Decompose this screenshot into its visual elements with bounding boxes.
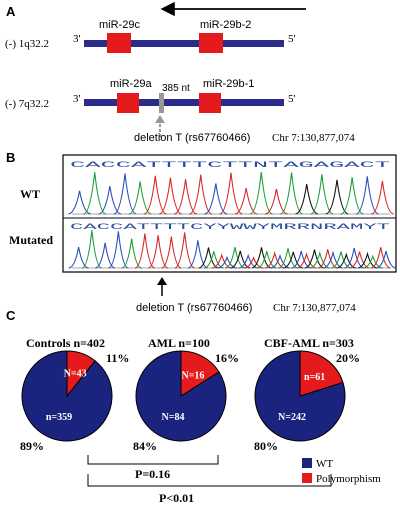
bracket-p016 <box>87 455 219 465</box>
gene-box-mir29b2 <box>199 33 223 53</box>
panel-b-label: B <box>6 150 15 165</box>
mutated-trace-peak <box>187 240 208 269</box>
mutated-trace-peak <box>68 246 89 269</box>
wt-trace-peak <box>83 172 107 215</box>
panel-a-label: A <box>6 4 16 19</box>
mutated-label: Mutated <box>9 233 53 247</box>
gene-label-mir29b2: miR-29b-2 <box>200 19 251 31</box>
gene-box-mir29c <box>107 33 131 53</box>
pie-count-wt-controls: n=359 <box>46 412 72 423</box>
pie-slice-poly-controls <box>66 350 96 398</box>
pie-title-aml: AML n=100 <box>148 336 210 350</box>
gene-label-mir29b1: miR-29b-1 <box>203 78 254 90</box>
pie-title-controls: Controls n=402 <box>26 336 105 350</box>
pie-slice-poly-cbf <box>299 350 344 397</box>
pie-count-poly-aml: N=16 <box>181 370 204 381</box>
wt-label: WT <box>20 187 40 201</box>
pie-count-poly-controls: N=43 <box>64 369 87 380</box>
wt-trace-peak <box>68 190 92 215</box>
mutated-trace-peak <box>375 250 397 269</box>
gene-label-mir29a: miR-29a <box>110 78 152 90</box>
gene-label-mir29c: miR-29c <box>99 19 140 31</box>
mutated-trace-group <box>68 230 397 269</box>
mutated-trace-peak <box>224 246 246 269</box>
wt-trace-peak <box>234 187 258 215</box>
legend-label-wt: WT <box>316 458 333 470</box>
wt-trace-peak <box>219 172 243 215</box>
distance-label: 385 nt <box>162 83 190 94</box>
legend-swatch-wt <box>302 458 312 468</box>
pie-count-wt-cbf: N=242 <box>278 412 306 423</box>
gene-box-mir29b1 <box>199 93 221 113</box>
deletion-arrowhead-b <box>157 277 167 285</box>
bracket-p001 <box>87 474 332 487</box>
wt-trace-peak <box>280 172 304 215</box>
legend-swatch-poly <box>302 473 312 483</box>
pie-count-wt-aml: N=84 <box>162 412 185 423</box>
chr-label-b: Chr 7:130,877,074 <box>273 302 356 314</box>
wt-trace-peak <box>370 180 394 215</box>
deletion-marker-bar <box>159 93 164 113</box>
gene-box-mir29a <box>117 93 139 113</box>
locus-label-1: (-) 1q32.2 <box>5 38 49 50</box>
panel-c-label: C <box>6 308 16 323</box>
mutated-trace-peak <box>81 230 103 269</box>
deletion-label-b: deletion T (rs67760466) <box>136 302 252 314</box>
chromosome-bar-1 <box>84 40 284 47</box>
wt-trace-group <box>68 171 394 215</box>
end5-label-1: 5' <box>288 33 296 45</box>
pie-count-poly-cbf: n=61 <box>304 372 325 383</box>
mutated-trace-peak <box>198 247 219 269</box>
end3-label-1: 3' <box>73 33 81 45</box>
pvalue-label-2: P<0.01 <box>159 491 194 505</box>
mutated-trace-peak <box>370 247 391 269</box>
wt-trace-peak <box>264 188 288 215</box>
mutated-sequence: CACCATTTTCYYWWYMRRNRAMYT <box>70 222 390 232</box>
pvalue-label-1: P=0.16 <box>135 467 170 481</box>
pct-controls-poly: 11% <box>106 351 129 365</box>
pct-cbf-poly: 20% <box>336 351 360 365</box>
deletion-arrowhead-a <box>155 115 165 123</box>
deletion-label-a: deletion T (rs67760466) <box>134 132 250 144</box>
pie-slice-poly-aml <box>180 350 220 397</box>
wt-trace-peak <box>98 185 122 215</box>
pct-controls-wt: 89% <box>20 439 44 453</box>
end3-label-2: 3' <box>73 93 81 105</box>
end5-label-2: 5' <box>288 93 296 105</box>
pct-aml-poly: 16% <box>215 351 239 365</box>
pct-aml-wt: 84% <box>133 439 157 453</box>
chromosome-bar-2 <box>84 99 284 106</box>
locus-label-2: (-) 7q32.2 <box>5 98 49 110</box>
wt-sequence: CACCATTTTCTTNTAGAGACT <box>70 160 390 170</box>
chr-label-a: Chr 7:130,877,074 <box>272 132 355 144</box>
pie-title-cbf-aml: CBF-AML n=303 <box>264 336 354 350</box>
pct-cbf-wt: 80% <box>254 439 278 453</box>
legend-label-poly: Polymorphism <box>316 473 381 485</box>
wt-trace-peak <box>249 171 273 215</box>
